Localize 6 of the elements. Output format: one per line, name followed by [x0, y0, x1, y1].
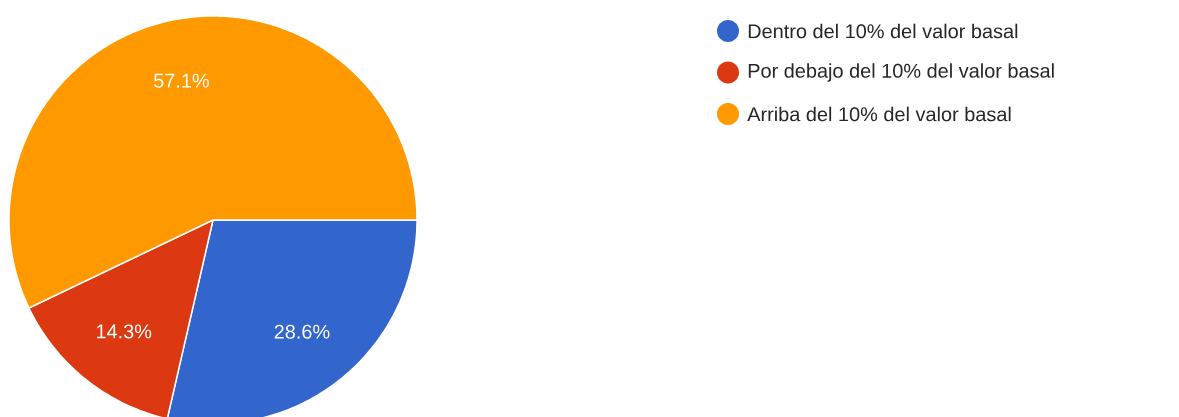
data-label: 28.6% — [274, 324, 330, 339]
legend-label: Dentro del 10% del valor basal — [748, 23, 1018, 39]
legend-label: Por debajo del 10% del valor basal — [748, 63, 1054, 82]
data-label: 14.3% — [96, 324, 152, 339]
legend-label: Arriba del 10% del valor basal — [747, 106, 1011, 122]
data-label: 57.1% — [153, 73, 209, 88]
